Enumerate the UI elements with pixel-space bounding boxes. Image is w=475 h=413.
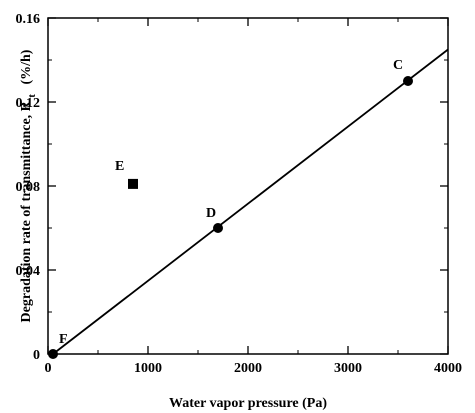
x-tick-label: 1000 [134,361,162,376]
ticks [47,17,449,355]
point-label-f: F [59,332,68,347]
point-f [48,349,58,359]
y-tick-label: 0.16 [16,12,41,27]
plot-frame [47,17,449,355]
x-tick-label: 4000 [434,361,462,376]
point-e [128,178,138,189]
y-tick-label: 0.12 [16,96,41,111]
x-tick-label: 0 [45,361,52,376]
y-axis-label-main: Degradation rate of transmittance, R [19,100,34,322]
point-labels: C D E F [59,58,403,347]
y-tick-labels: 0 0.04 0.08 0.12 0.16 [16,12,41,363]
y-tick-label: 0.08 [16,180,41,195]
x-axis-label: Water vapor pressure (Pa) [169,396,327,411]
x-tick-label: 2000 [234,361,262,376]
point-label-d: D [206,206,216,221]
y-axis-label: Degradation rate of transmittance, R t (… [19,49,39,322]
x-tick-labels: 0 1000 2000 3000 4000 [45,361,463,376]
y-axis-label-unit: (%/h) [19,49,34,84]
point-label-e: E [115,159,124,174]
point-label-c: C [393,58,403,73]
y-tick-label: 0.04 [16,264,41,279]
point-c [403,76,413,86]
x-tick-label: 3000 [334,361,362,376]
point-d [213,223,223,233]
data-points [48,76,413,359]
fit-line [52,48,449,355]
y-axis-label-subscript: t [26,94,38,98]
y-tick-label: 0 [33,348,40,363]
